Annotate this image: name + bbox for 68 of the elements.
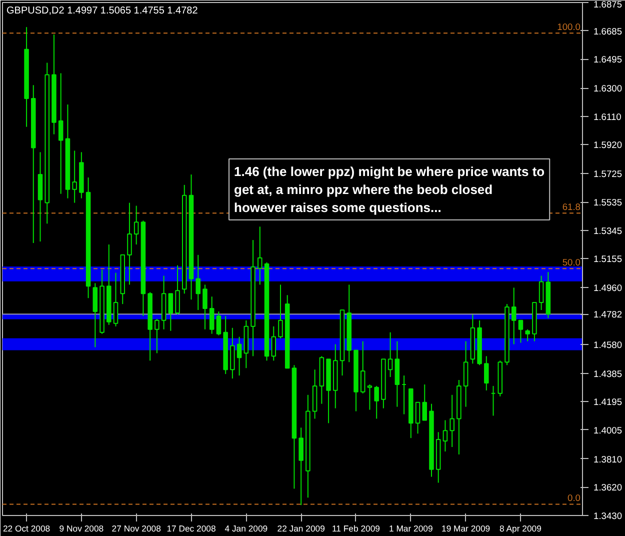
candlestick — [518, 320, 524, 344]
candlestick — [442, 420, 448, 452]
y-tick-label: 1.6110 — [594, 112, 622, 122]
candlestick — [72, 150, 77, 204]
candlestick — [484, 356, 489, 391]
candlestick — [154, 318, 160, 354]
y-tick-label: 1.6875 — [594, 0, 622, 10]
y-tick-label: 1.5535 — [594, 198, 622, 208]
candlestick — [463, 340, 468, 408]
candlestick — [415, 402, 420, 434]
annotation: 1.46 (the lower ppz) might be where price wants to get at, a minro ppz where the beob closed however raises some questions... — [234, 164, 545, 215]
y-tick-label: 1.4195 — [594, 397, 622, 408]
y-tick-label: 1.4960 — [594, 283, 622, 294]
chart-title: GBPUSD,D2 1.4997 1.5065 1.4755 1.4782 — [6, 6, 198, 16]
candlestick — [209, 296, 214, 334]
x-tick-label: 22 Oct 2008 — [2, 524, 50, 534]
y-tick-label: 1.5725 — [594, 169, 622, 180]
x-tick-label: 22 Jan 2009 — [277, 524, 326, 534]
candlestick — [113, 272, 118, 327]
x-tick-label: 17 Dec 2008 — [166, 524, 216, 534]
candlestick — [298, 427, 304, 506]
candlestick — [374, 385, 379, 420]
y-tick-label: 1.4580 — [594, 340, 622, 350]
candlestick — [271, 326, 276, 362]
y-tick-label: 1.6495 — [594, 54, 622, 65]
y-tick-label: 1.5345 — [594, 226, 622, 236]
y-tick-label: 1.3430 — [594, 511, 622, 521]
candlestick — [538, 275, 544, 310]
ref-line-label: 0.0 — [568, 493, 580, 504]
ref-line-label: 50.0 — [562, 258, 580, 268]
candlestick — [450, 394, 454, 448]
x-tick-label: 4 Jan 2009 — [224, 524, 268, 534]
y-tick-label: 1.4385 — [594, 368, 622, 379]
x-tick-label: 19 Mar 2009 — [442, 524, 490, 534]
candlestick — [388, 332, 393, 378]
y-tick-label: 1.4782 — [594, 310, 622, 320]
y-tick-label: 1.3810 — [594, 454, 622, 464]
y-tick-label: 1.5155 — [594, 254, 622, 264]
candlestick — [258, 226, 262, 286]
candlestick — [196, 254, 201, 310]
candlestick — [175, 264, 180, 315]
ref-line-label: 100.0 — [557, 22, 580, 32]
candlestick — [525, 328, 530, 342]
y-tick-label: 1.6685 — [594, 26, 622, 36]
candlestick — [367, 384, 372, 410]
candlestick — [422, 384, 428, 421]
candlestick — [134, 205, 139, 245]
candlestick — [230, 327, 235, 379]
candlestick — [92, 282, 98, 348]
y-tick-label: 1.5920 — [594, 140, 622, 150]
y-tick-label: 1.6300 — [594, 84, 622, 94]
x-tick-label: 11 Feb 2009 — [332, 524, 380, 534]
ref-line-label: 61.8 — [562, 202, 580, 212]
candlestick — [202, 284, 208, 330]
x-tick-label: 1 Mar 2009 — [389, 524, 433, 534]
candlestick — [127, 202, 132, 286]
candlestick — [168, 293, 174, 332]
candlestick — [58, 72, 64, 194]
candlestick — [216, 310, 222, 336]
candlestick — [511, 287, 516, 345]
y-tick-label: 1.4005 — [594, 425, 622, 436]
x-tick-label: 8 Apr 2009 — [500, 524, 542, 534]
x-tick-label: 9 Nov 2008 — [59, 524, 104, 534]
candlestick — [278, 284, 283, 339]
x-tick-label: 27 Nov 2008 — [112, 524, 162, 534]
y-tick-label: 1.3620 — [594, 482, 622, 493]
candlestick — [360, 340, 366, 394]
candlestick — [236, 336, 242, 376]
